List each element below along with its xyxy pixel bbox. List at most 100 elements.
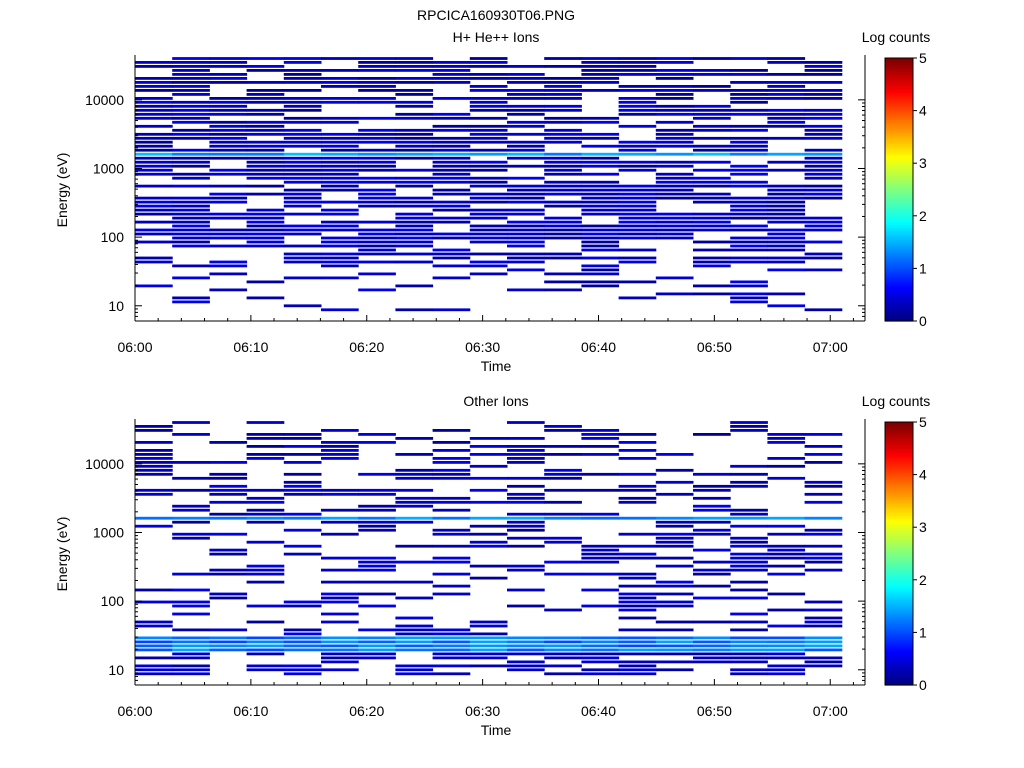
panel1-heatmap-cells [135,57,843,312]
heatmap-cell [135,116,173,120]
colorbar-tick-label: 3 [919,155,927,171]
y-tick-label: 100 [101,593,125,609]
heatmap-cell [432,276,471,280]
heatmap-cell [618,236,657,240]
heatmap-cell [283,628,322,632]
heatmap-cell [135,656,173,660]
heatmap-cell [246,132,285,136]
heatmap-cell [358,252,396,256]
heatmap-cell [507,164,545,168]
heatmap-cell [321,256,359,260]
heatmap-cell [469,136,508,140]
colorbar-segment [885,654,913,658]
heatmap-cell [469,260,508,264]
heatmap-cell [172,488,210,492]
colorbar-segment [885,180,913,184]
heatmap-cell [358,65,396,68]
heatmap-cell [172,176,210,180]
heatmap-cell [209,136,248,140]
heatmap-cell [135,488,173,492]
heatmap-cell [581,433,620,436]
heatmap-cell [544,256,582,260]
heatmap-cell [469,264,508,268]
heatmap-cell [544,636,582,640]
heatmap-cell [283,204,322,208]
heatmap-cell [581,136,620,140]
heatmap-cell [804,568,843,572]
colorbar-segment [885,630,913,633]
heatmap-cell [358,176,396,180]
heatmap-cell [172,208,210,212]
heatmap-cell [655,580,694,584]
heatmap-cell [730,284,768,288]
colorbar-segment [885,562,913,566]
colorbar-segment [885,112,913,116]
heatmap-cell [730,89,768,92]
heatmap-cell [172,600,210,604]
heatmap-cell [135,425,173,428]
colorbar-segment [885,235,913,239]
heatmap-cell [358,244,396,248]
heatmap-cell [172,240,210,244]
heatmap-cell [283,160,322,164]
x-tick-label: 07:00 [813,703,848,719]
heatmap-cell [730,620,768,624]
panel1-x-axis-label: Time [481,358,512,374]
colorbar-segment [885,481,913,484]
heatmap-cell [432,152,471,156]
colorbar-segment [885,564,913,568]
heatmap-cell [395,644,434,648]
heatmap-cell [693,160,731,164]
heatmap-cell [544,204,582,208]
heatmap-cell [655,73,694,76]
heatmap-cell [693,292,731,296]
heatmap-cell [469,240,508,244]
heatmap-cell [321,620,359,624]
heatmap-cell [469,152,508,156]
colorbar-segment [885,165,913,169]
heatmap-cell [172,588,210,592]
heatmap-cell [767,120,806,124]
heatmap-cell [618,200,657,204]
heatmap-cell [581,648,620,652]
heatmap-cell [395,472,434,476]
colorbar-segment [885,450,913,454]
heatmap-cell [507,288,545,292]
colorbar-segment [885,623,913,627]
heatmap-cell [693,128,731,132]
heatmap-cell [581,156,620,160]
colorbar-segment [885,625,913,629]
y-tick-label: 100 [101,229,125,245]
heatmap-cell [804,636,843,640]
colorbar-segment [885,439,913,443]
heatmap-cell [693,192,731,196]
heatmap-cell [172,108,210,112]
heatmap-cell [283,152,322,156]
colorbar-segment [885,568,913,572]
heatmap-cell [395,212,434,216]
heatmap-cell [209,492,248,496]
heatmap-cell [544,156,582,160]
heatmap-cell [730,236,768,240]
colorbar-segment [885,581,913,585]
colorbar-segment [885,588,913,592]
heatmap-cell [693,57,731,60]
heatmap-cell [358,492,396,496]
x-tick-label: 06:00 [117,703,152,719]
heatmap-cell [246,668,285,672]
heatmap-cell [209,124,248,128]
heatmap-cell [469,73,508,76]
heatmap-cell [321,568,359,572]
heatmap-cell [321,200,359,204]
heatmap-cell [804,268,843,272]
heatmap-cell [581,208,620,212]
colorbar-segment [885,529,913,533]
heatmap-cell [693,488,731,492]
heatmap-cell [321,592,359,596]
heatmap-cell [246,148,285,152]
colorbar-segment [885,500,913,504]
heatmap-cell [395,244,434,248]
heatmap-cell [432,264,471,268]
heatmap-cell [804,433,843,436]
heatmap-cell [618,488,657,492]
